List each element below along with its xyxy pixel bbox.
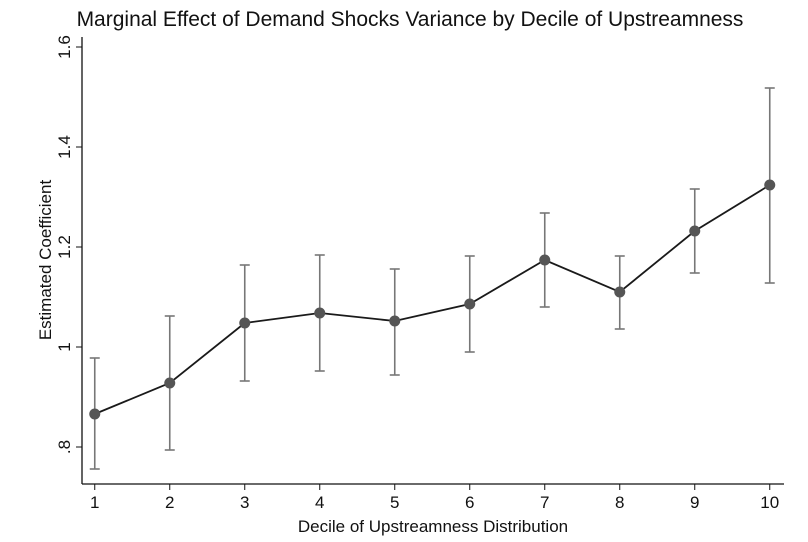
line bbox=[94, 184, 771, 415]
x-tick-label: 1 bbox=[90, 493, 99, 512]
chart-title: Marginal Effect of Demand Shocks Varianc… bbox=[77, 8, 744, 31]
y-tick-label: 1.2 bbox=[55, 235, 74, 259]
point bbox=[539, 254, 551, 266]
x-tick-label: 9 bbox=[690, 493, 699, 512]
y-tick-label: 1.4 bbox=[55, 135, 74, 159]
x-tick-label: 8 bbox=[615, 493, 624, 512]
x-tick-label: 7 bbox=[540, 493, 549, 512]
x-tick-label: 2 bbox=[165, 493, 174, 512]
x-axis-label: Decile of Upstreamness Distribution bbox=[298, 517, 568, 536]
point bbox=[314, 307, 326, 319]
x-tick-label: 10 bbox=[760, 493, 779, 512]
y-tick-label: .8 bbox=[55, 440, 74, 454]
point bbox=[764, 179, 776, 191]
point bbox=[689, 225, 701, 237]
point bbox=[164, 377, 176, 389]
y-tick-label: 1 bbox=[55, 342, 74, 351]
x-tick-label: 6 bbox=[465, 493, 474, 512]
point bbox=[89, 408, 101, 420]
x-tick-label: 5 bbox=[390, 493, 399, 512]
point bbox=[464, 298, 476, 310]
x-tick-label: 3 bbox=[240, 493, 249, 512]
x-tick-label: 4 bbox=[315, 493, 324, 512]
point bbox=[389, 315, 401, 327]
point bbox=[239, 317, 251, 329]
y-axis-label: Estimated Coefficient bbox=[36, 180, 55, 341]
y-tick-label: 1.6 bbox=[55, 35, 74, 59]
point bbox=[614, 286, 626, 298]
